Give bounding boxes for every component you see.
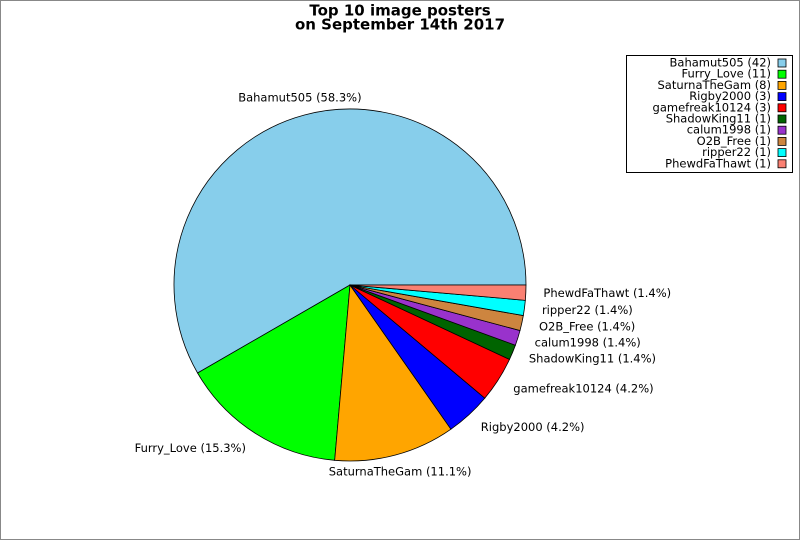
slice-label: SaturnaTheGam (11.1%)	[329, 465, 472, 479]
slice-label: ripper22 (1.4%)	[542, 303, 633, 317]
legend-swatch	[777, 81, 787, 90]
pie-slice	[349, 284, 527, 301]
legend-label: calum1998 (1)	[687, 123, 771, 137]
chart-title: on September 14th 2017	[295, 16, 505, 34]
legend-swatch	[777, 69, 787, 79]
legend-label: ShadowKing11 (1)	[666, 112, 771, 126]
pie-slice	[334, 283, 452, 462]
legend-label: O2B_Free (1)	[697, 134, 771, 148]
legend-swatch	[777, 103, 787, 113]
legend-swatch	[777, 148, 787, 158]
legend-swatch	[777, 58, 787, 68]
legend-label: Furry_Love (11)	[682, 67, 771, 81]
slice-label: O2B_Free (1.4%)	[539, 319, 635, 333]
legend-label: gamefreak10124 (3)	[653, 100, 771, 114]
slice-label: Furry_Love (15.3%)	[135, 441, 246, 455]
chart-title: Top 10 image posters	[309, 2, 490, 20]
legend-swatch	[777, 125, 787, 135]
legend-label: Bahamut505 (42)	[670, 56, 771, 70]
legend-swatch	[777, 136, 787, 146]
legend-label: SaturnaTheGam (8)	[657, 78, 771, 92]
slice-label: Rigby2000 (4.2%)	[481, 420, 585, 434]
pie-slice	[197, 284, 351, 461]
legend-swatch	[777, 159, 787, 169]
slice-label: Bahamut505 (58.3%)	[238, 90, 361, 104]
legend-swatch	[777, 92, 787, 101]
legend-box	[626, 55, 793, 173]
slice-label: calum1998 (1.4%)	[535, 336, 641, 350]
legend-label: ripper22 (1)	[702, 145, 771, 159]
legend-swatch	[777, 114, 787, 124]
slice-label: ShadowKing11 (1.4%)	[529, 352, 656, 366]
legend-label: Rigby2000 (3)	[689, 89, 771, 103]
slice-label: gamefreak10124 (4.2%)	[513, 382, 653, 396]
pie-slice	[173, 108, 527, 374]
legend-label: PhewdFaThawt (1)	[665, 156, 771, 170]
slice-label: PhewdFaThawt (1.4%)	[543, 286, 671, 300]
